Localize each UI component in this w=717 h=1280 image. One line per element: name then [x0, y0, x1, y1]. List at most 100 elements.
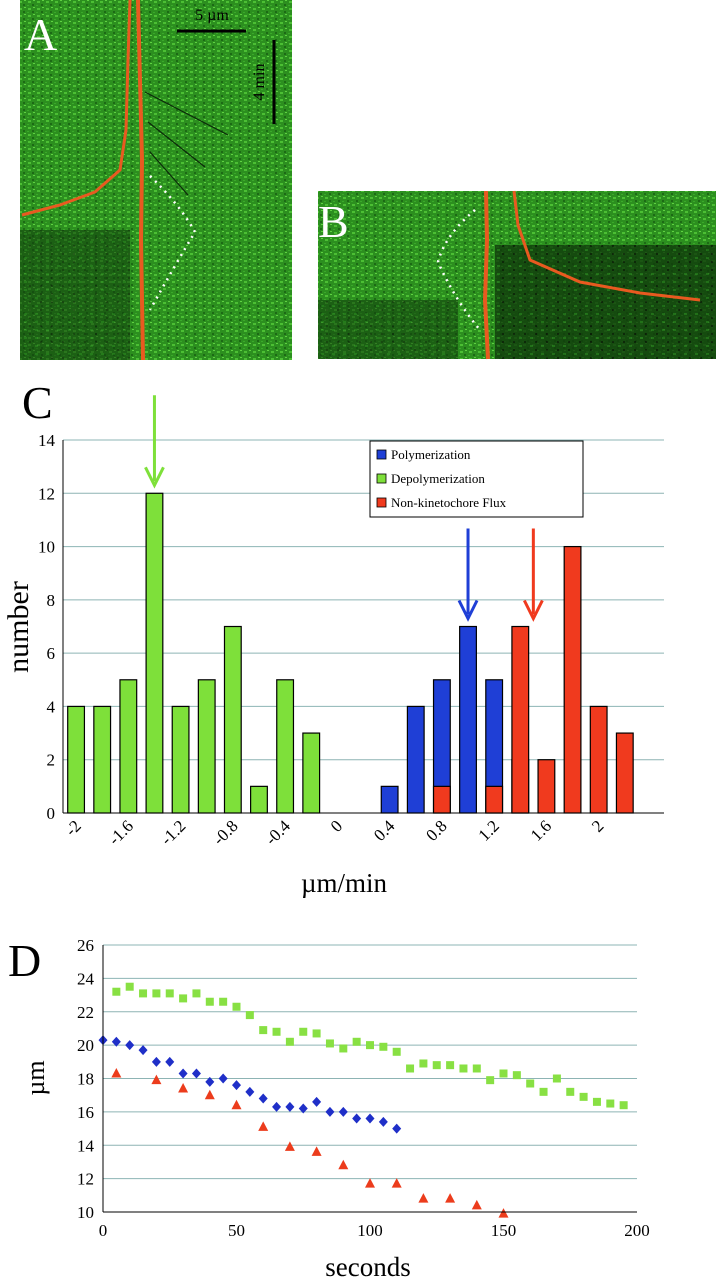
- point-diamond: [111, 1036, 121, 1047]
- point-square: [112, 987, 121, 996]
- point-square: [512, 1071, 521, 1080]
- legend-swatch-polymerization: [376, 449, 387, 460]
- y-tick-label: 12: [38, 484, 55, 503]
- bar-flux: [563, 545, 582, 814]
- point-square: [539, 1087, 548, 1096]
- scale-bar-label: 5 µm: [195, 7, 229, 24]
- point-square: [219, 997, 228, 1006]
- annotation-arrow: [457, 528, 479, 622]
- bar-flux: [432, 785, 451, 814]
- point-diamond: [258, 1093, 268, 1104]
- point-square: [392, 1047, 401, 1056]
- x-tick-label: 0: [327, 816, 346, 835]
- point-square: [152, 989, 161, 998]
- point-square: [272, 1027, 281, 1036]
- point-diamond: [312, 1096, 322, 1107]
- legend-swatch-depolymerization: [376, 473, 387, 484]
- chart-d: D 10 12 14 16 18 20 22 24 26 0 50 100 150 200 µm sec…: [8, 935, 650, 1280]
- x-tick-label: -1.6: [105, 816, 137, 848]
- point-square: [592, 1097, 601, 1106]
- point-diamond: [365, 1113, 375, 1124]
- bar-depolymerization: [197, 679, 216, 814]
- panel-letter-c: C: [22, 377, 53, 428]
- y-tick-label: 26: [77, 936, 94, 955]
- point-square: [192, 989, 201, 998]
- bar-polymerization: [406, 705, 425, 814]
- chart-c-y-ticks: 0 2 4 6 8 10 12 14: [38, 431, 56, 823]
- chart-d-y-label: µm: [21, 1060, 50, 1095]
- bar-flux: [589, 705, 608, 814]
- point-triangle: [284, 1141, 295, 1151]
- x-tick-label: 0.4: [370, 816, 399, 845]
- chart-d-points: [98, 982, 628, 1218]
- x-tick-label: 200: [624, 1221, 650, 1240]
- point-diamond: [378, 1116, 388, 1127]
- point-square: [486, 1076, 495, 1085]
- point-square: [179, 994, 188, 1003]
- point-diamond: [125, 1040, 135, 1051]
- point-diamond: [205, 1076, 215, 1087]
- point-square: [459, 1064, 468, 1073]
- chart-c-legend: Polymerization Depolymerization Non-kine…: [369, 440, 584, 518]
- bar-flux: [511, 625, 530, 814]
- point-diamond: [151, 1056, 161, 1067]
- point-square: [552, 1074, 561, 1083]
- chart-c-bars: [67, 492, 634, 814]
- y-tick-label: 0: [47, 804, 56, 823]
- point-diamond: [325, 1106, 335, 1117]
- y-tick-label: 12: [77, 1170, 94, 1189]
- point-square: [352, 1037, 361, 1046]
- point-triangle: [445, 1193, 456, 1203]
- point-diamond: [338, 1106, 348, 1117]
- chart-d-x-label: seconds: [325, 1252, 410, 1280]
- chart-c: C 0 2 4 6 8 10 12 14 -2 -1.6 -1.2 -0.8 -0.4 0 0.4 0.8 1…: [2, 377, 664, 898]
- point-square: [499, 1069, 508, 1078]
- point-triangle: [204, 1089, 215, 1100]
- point-triangle: [231, 1099, 242, 1110]
- point-triangle: [471, 1199, 482, 1210]
- point-square: [419, 1059, 428, 1068]
- point-square: [339, 1044, 348, 1053]
- x-tick-label: -0.8: [209, 816, 241, 848]
- x-tick-label: -2: [61, 816, 84, 839]
- point-triangle: [311, 1146, 322, 1156]
- chart-c-x-ticks: -2 -1.6 -1.2 -0.8 -0.4 0 0.4 0.8 1.2 1.6 2: [61, 816, 607, 849]
- y-tick-label: 24: [77, 969, 95, 988]
- legend-swatch-flux: [376, 497, 387, 508]
- legend-label-polymerization: Polymerization: [391, 447, 471, 462]
- legend-label-depolymerization: Depolymerization: [391, 471, 485, 486]
- point-diamond: [245, 1086, 255, 1097]
- x-tick-label: 0: [99, 1221, 108, 1240]
- y-tick-label: 22: [77, 1003, 94, 1022]
- point-diamond: [352, 1113, 362, 1124]
- bar-depolymerization: [302, 732, 321, 814]
- point-square: [139, 989, 148, 998]
- chart-d-y-ticks: 10 12 14 16 18 20 22 24 26: [77, 936, 95, 1222]
- point-diamond: [165, 1056, 175, 1067]
- point-square: [366, 1041, 374, 1050]
- point-triangle: [365, 1178, 375, 1188]
- bar-flux: [615, 732, 634, 814]
- point-triangle: [418, 1193, 429, 1203]
- bar-polymerization: [380, 785, 399, 814]
- y-tick-label: 6: [47, 644, 56, 663]
- bar-polymerization: [459, 625, 477, 814]
- point-triangle: [391, 1178, 402, 1188]
- point-square: [299, 1027, 308, 1036]
- x-tick-label: -1.2: [157, 816, 189, 848]
- kymograph-b: B: [318, 190, 716, 360]
- point-diamond: [218, 1073, 228, 1084]
- point-square: [205, 997, 214, 1006]
- x-tick-label: 1.6: [527, 816, 555, 844]
- y-tick-label: 14: [77, 1136, 95, 1155]
- point-diamond: [178, 1068, 188, 1079]
- y-tick-label: 20: [77, 1036, 94, 1055]
- bar-depolymerization: [250, 785, 268, 814]
- bar-depolymerization: [171, 705, 190, 814]
- point-square: [232, 1002, 241, 1011]
- point-triangle: [338, 1159, 349, 1170]
- bar-depolymerization: [93, 705, 112, 814]
- bar-depolymerization: [67, 705, 86, 814]
- point-square: [446, 1061, 455, 1070]
